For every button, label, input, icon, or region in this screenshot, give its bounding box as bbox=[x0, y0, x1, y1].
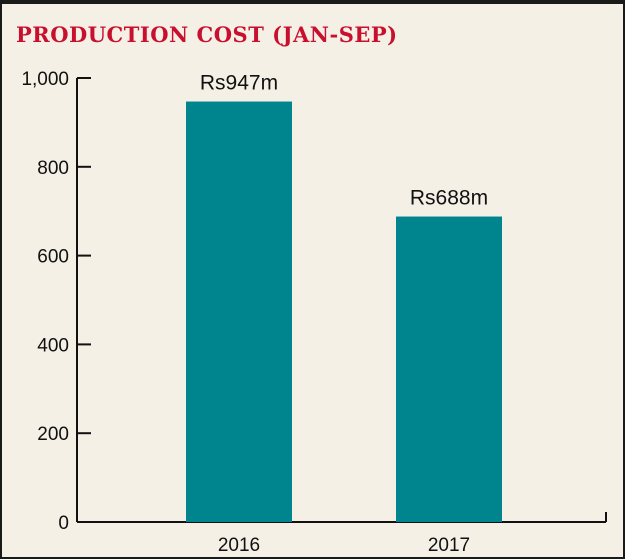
y-tick-label: 600 bbox=[37, 247, 69, 268]
y-tick-label: 400 bbox=[37, 335, 69, 356]
y-tick-label: 1,000 bbox=[21, 69, 69, 90]
y-tick-label: 200 bbox=[37, 424, 69, 445]
x-tick-label: 2017 bbox=[428, 535, 470, 556]
chart-title: PRODUCTION COST (JAN-SEP) bbox=[16, 22, 398, 47]
bar-2017 bbox=[396, 216, 502, 522]
x-axis: 2016 2017 bbox=[77, 512, 607, 556]
x-tick-label: 2016 bbox=[218, 535, 260, 556]
data-label-2016: Rs947m bbox=[200, 72, 278, 95]
y-tick-label: 800 bbox=[37, 158, 69, 179]
bars bbox=[186, 101, 502, 523]
data-labels: Rs947m Rs688m bbox=[200, 72, 488, 210]
y-tick-label: 0 bbox=[58, 513, 69, 534]
bar-2016 bbox=[186, 101, 292, 523]
y-axis: 0 200 400 600 800 1,000 bbox=[21, 69, 91, 534]
data-label-2017: Rs688m bbox=[410, 187, 488, 210]
